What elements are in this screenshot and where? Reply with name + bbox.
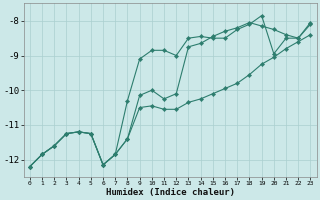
X-axis label: Humidex (Indice chaleur): Humidex (Indice chaleur) [106,188,235,197]
